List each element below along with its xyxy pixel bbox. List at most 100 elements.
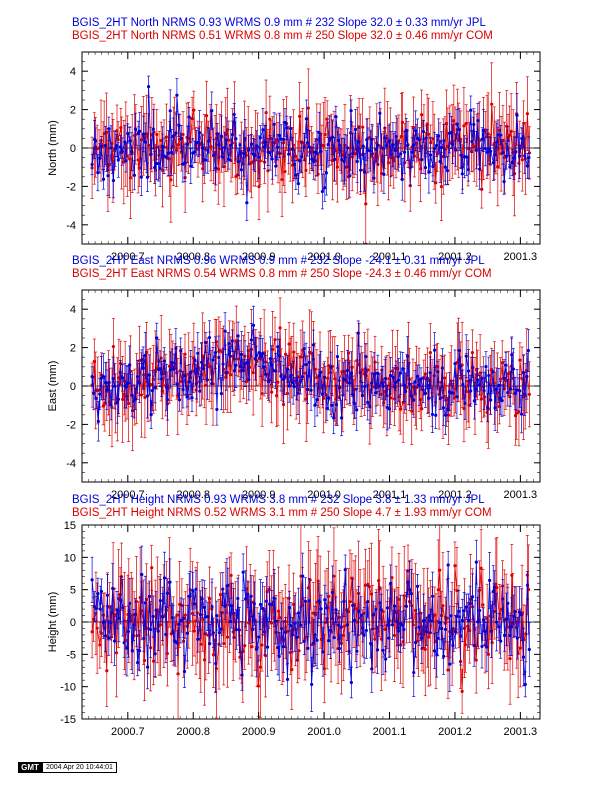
data-point: [276, 345, 280, 349]
data-point: [521, 371, 526, 375]
data-point: [428, 350, 432, 355]
data-point: [401, 367, 405, 371]
data-point: [210, 109, 214, 113]
data-point: [501, 138, 505, 142]
data-point: [487, 147, 491, 151]
data-point: [166, 151, 170, 155]
data-point: [394, 380, 398, 384]
data-point: [160, 389, 164, 393]
plot-area: [82, 297, 540, 452]
data-point: [353, 152, 357, 156]
data-point: [206, 148, 210, 152]
data-point: [372, 372, 376, 376]
data-point: [304, 117, 309, 121]
data-point: [245, 201, 249, 205]
y-tick-label: 0: [70, 143, 76, 155]
data-point: [425, 376, 429, 380]
data-point: [510, 353, 514, 357]
data-point: [502, 376, 506, 380]
data-point: [417, 138, 422, 142]
data-point: [408, 166, 412, 170]
data-point: [475, 378, 480, 382]
data-point: [242, 151, 246, 156]
data-point: [369, 381, 374, 385]
data-point: [525, 112, 529, 116]
data-point: [122, 392, 126, 396]
data-point: [495, 140, 499, 144]
data-point: [150, 389, 154, 393]
x-tick-label: 2001.1: [373, 489, 407, 501]
series-jpl: [90, 305, 530, 442]
data-point: [196, 147, 200, 151]
data-point: [294, 173, 298, 177]
data-point: [209, 144, 213, 149]
data-point: [400, 120, 404, 124]
data-point: [496, 133, 500, 137]
data-point: [311, 343, 316, 347]
data-point: [440, 366, 444, 370]
data-point: [444, 122, 448, 126]
data-point: [187, 380, 191, 384]
data-point: [310, 157, 314, 161]
data-point: [501, 151, 505, 155]
data-point: [504, 363, 508, 367]
data-point: [127, 401, 131, 406]
data-point: [301, 141, 305, 145]
data-point: [236, 334, 240, 338]
data-point: [472, 399, 476, 403]
data-point: [313, 403, 317, 407]
data-point: [452, 119, 456, 123]
data-point: [269, 363, 274, 367]
data-point: [230, 133, 235, 137]
data-point: [287, 342, 291, 346]
data-point: [217, 143, 221, 148]
data-point: [361, 144, 365, 148]
data-point: [147, 373, 151, 377]
data-point: [274, 369, 278, 373]
data-point: [474, 148, 478, 152]
data-point: [273, 338, 277, 342]
data-point: [96, 419, 100, 423]
data-point: [352, 402, 357, 406]
data-point: [245, 360, 249, 365]
data-point: [130, 393, 134, 397]
data-point: [130, 150, 134, 154]
data-point: [185, 142, 190, 146]
x-tick-label: 2001.2: [438, 251, 472, 263]
data-point: [410, 409, 414, 413]
data-point: [123, 140, 127, 144]
data-point: [463, 401, 467, 405]
data-point: [500, 399, 504, 403]
data-point: [382, 401, 386, 405]
data-point: [329, 365, 333, 369]
data-point: [312, 160, 316, 164]
y-tick-label: -4: [66, 458, 76, 470]
data-point: [149, 152, 153, 157]
data-point: [204, 158, 208, 162]
data-point: [94, 139, 98, 143]
data-point: [474, 387, 478, 391]
data-point: [116, 397, 121, 401]
data-point: [92, 391, 96, 395]
data-point: [343, 155, 347, 159]
panel-height: BGIS_2HT Height NRMS 0.93 WRMS 3.8 mm # …: [47, 494, 541, 738]
data-point: [523, 154, 527, 158]
data-point: [443, 413, 448, 417]
data-point: [388, 374, 393, 378]
data-point: [451, 391, 455, 395]
data-point: [424, 136, 428, 140]
data-point: [394, 134, 398, 139]
data-point: [249, 142, 254, 146]
data-point: [227, 342, 231, 346]
data-point: [132, 399, 136, 403]
data-point: [137, 381, 142, 385]
data-point: [204, 340, 208, 345]
data-point: [515, 113, 519, 117]
data-point: [143, 353, 147, 357]
data-point: [251, 371, 255, 375]
data-point: [360, 393, 365, 398]
data-point: [459, 153, 463, 157]
data-point: [421, 129, 425, 134]
data-point: [417, 158, 421, 162]
